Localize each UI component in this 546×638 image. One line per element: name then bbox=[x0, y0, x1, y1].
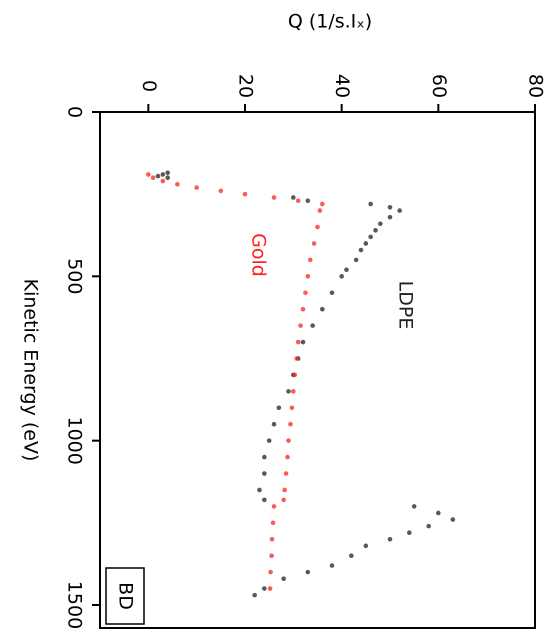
point bbox=[306, 570, 311, 575]
point bbox=[262, 455, 267, 460]
chart-title: Q (1/s.Iₓ) bbox=[288, 11, 372, 33]
point bbox=[156, 174, 161, 179]
point bbox=[330, 563, 335, 568]
point bbox=[286, 438, 291, 443]
x-tick-label: 1500 bbox=[64, 581, 86, 629]
point bbox=[310, 323, 315, 328]
point bbox=[349, 553, 354, 558]
point bbox=[320, 202, 325, 207]
point bbox=[268, 586, 273, 591]
point bbox=[298, 323, 303, 328]
y-tick-label: 0 bbox=[138, 80, 160, 92]
point bbox=[320, 307, 325, 312]
point bbox=[451, 517, 456, 522]
point bbox=[436, 511, 441, 516]
point bbox=[397, 208, 402, 213]
y-tick-label: 20 bbox=[235, 74, 257, 98]
point bbox=[364, 544, 369, 549]
point bbox=[282, 488, 287, 493]
point bbox=[388, 215, 393, 220]
point bbox=[368, 202, 373, 207]
point bbox=[308, 258, 313, 263]
point bbox=[294, 356, 299, 361]
point bbox=[272, 195, 277, 200]
point bbox=[426, 524, 431, 529]
x-axis-label: Kinetic Energy (eV) bbox=[20, 279, 42, 462]
point bbox=[281, 576, 286, 581]
point bbox=[165, 175, 170, 180]
point bbox=[388, 537, 393, 542]
point bbox=[268, 570, 273, 575]
point bbox=[277, 405, 282, 410]
point bbox=[151, 175, 156, 180]
point bbox=[146, 172, 151, 177]
point bbox=[288, 422, 293, 427]
point bbox=[339, 274, 344, 279]
point bbox=[262, 586, 267, 591]
point bbox=[243, 192, 248, 197]
point bbox=[267, 438, 272, 443]
point bbox=[296, 340, 301, 345]
point bbox=[412, 504, 417, 509]
point bbox=[272, 422, 277, 427]
point bbox=[161, 179, 166, 184]
point bbox=[284, 471, 289, 476]
y-tick-label: 40 bbox=[331, 74, 353, 98]
point bbox=[378, 221, 383, 226]
point bbox=[286, 389, 291, 394]
point bbox=[290, 405, 295, 410]
point bbox=[312, 241, 317, 246]
point bbox=[318, 208, 323, 213]
point bbox=[296, 198, 301, 203]
point bbox=[219, 189, 224, 194]
x-tick-label: 500 bbox=[64, 258, 86, 294]
point bbox=[330, 290, 335, 295]
point bbox=[252, 593, 257, 598]
point bbox=[301, 307, 306, 312]
point bbox=[301, 340, 306, 345]
point bbox=[303, 290, 308, 295]
point bbox=[272, 504, 277, 509]
point bbox=[194, 185, 199, 190]
point bbox=[271, 521, 276, 526]
point bbox=[262, 471, 267, 476]
annotation: BD bbox=[115, 582, 137, 610]
y-tick-label: 80 bbox=[525, 74, 546, 98]
point bbox=[165, 171, 170, 176]
point bbox=[407, 530, 412, 535]
point bbox=[306, 274, 311, 279]
point bbox=[368, 235, 373, 240]
series-label: LDPE bbox=[395, 281, 417, 330]
point bbox=[270, 537, 275, 542]
point bbox=[364, 241, 369, 246]
point bbox=[257, 488, 262, 493]
x-tick-label: 0 bbox=[64, 106, 86, 118]
point bbox=[344, 267, 349, 272]
point bbox=[388, 205, 393, 210]
point bbox=[292, 373, 297, 378]
series-label: Gold bbox=[248, 233, 270, 277]
point bbox=[359, 248, 364, 253]
point bbox=[291, 389, 296, 394]
point bbox=[354, 258, 359, 263]
y-tick-label: 60 bbox=[428, 74, 450, 98]
point bbox=[269, 553, 274, 558]
point bbox=[281, 498, 286, 503]
point bbox=[291, 195, 296, 200]
point bbox=[161, 172, 166, 177]
point bbox=[373, 228, 378, 233]
point bbox=[175, 182, 180, 187]
plot-frame bbox=[100, 112, 535, 628]
point bbox=[285, 455, 290, 460]
point bbox=[315, 225, 320, 230]
point bbox=[262, 498, 267, 503]
x-tick-label: 1000 bbox=[64, 416, 86, 464]
point bbox=[306, 198, 311, 203]
